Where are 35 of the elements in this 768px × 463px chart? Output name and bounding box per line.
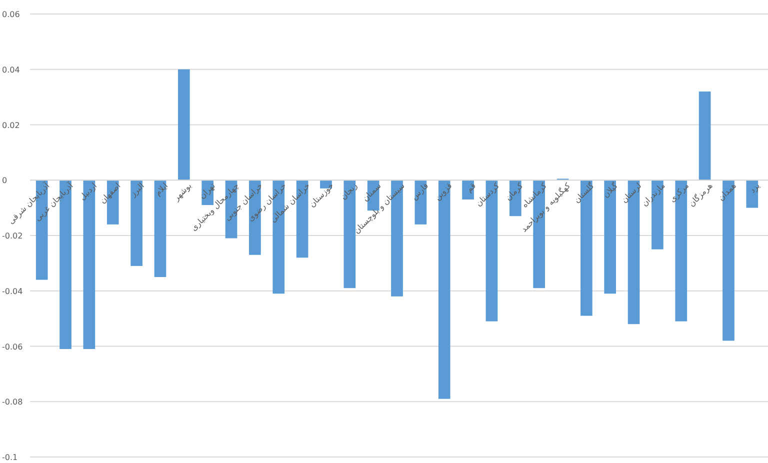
y-tick-label: -0.06 <box>2 342 23 352</box>
x-tick-label: البرز <box>128 181 146 200</box>
x-tick-label: بوشهر <box>171 181 194 204</box>
y-tick-label: 0 <box>2 176 8 186</box>
y-tick-label: 0.04 <box>2 65 20 74</box>
x-tick-label: سمنان <box>360 180 383 204</box>
x-tick-label: کرمان <box>504 181 525 202</box>
x-tick-label: گیلان <box>600 180 620 200</box>
bar <box>154 180 166 278</box>
x-tick-label: قزوین <box>432 181 454 202</box>
bar <box>344 180 356 288</box>
bar <box>178 69 190 180</box>
y-tick-label: -0.1 <box>2 453 18 462</box>
y-tick-label: -0.08 <box>2 398 23 407</box>
x-tick-label: ایلام <box>153 181 170 198</box>
y-tick-label: -0.02 <box>2 232 23 240</box>
x-tick-label: گلستان <box>572 180 596 205</box>
bar <box>130 180 142 266</box>
x-tick-label: مرکزی <box>668 181 691 204</box>
x-tick-label: خوزستان <box>308 181 336 210</box>
bar <box>604 180 616 294</box>
bar <box>83 180 96 350</box>
x-tick-label: زنجان <box>338 181 360 202</box>
x-tick-label: اردبیل <box>78 181 99 202</box>
y-tick-label: -0.04 <box>2 286 23 296</box>
bar <box>438 180 450 399</box>
x-tick-label: یزد <box>748 181 762 195</box>
bar <box>698 92 711 180</box>
x-tick-label: فارس <box>410 181 430 202</box>
y-tick-label: 0.02 <box>2 120 20 130</box>
x-tick-label: تهران <box>198 181 217 201</box>
y-tick-label: 0.06 <box>2 10 20 19</box>
x-tick-label: همدان <box>716 181 738 202</box>
bar <box>722 180 734 341</box>
x-tick-label: اصفهان <box>98 181 122 206</box>
